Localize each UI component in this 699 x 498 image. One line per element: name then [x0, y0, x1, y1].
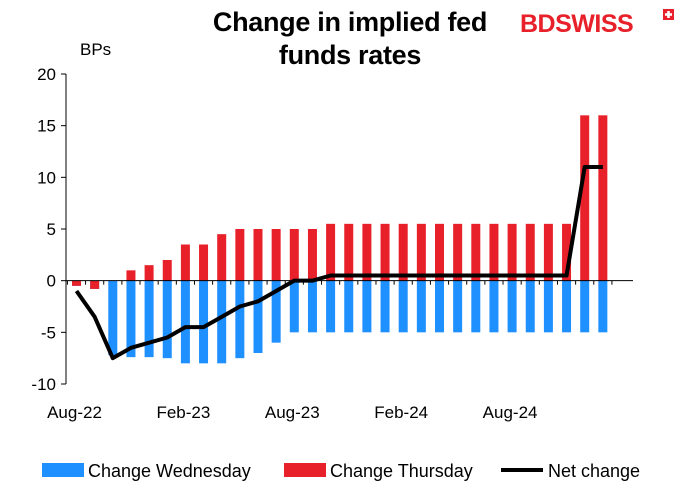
bar-change-thursday: [253, 229, 263, 281]
bar-change-wednesday: [180, 280, 190, 364]
bar-change-thursday: [289, 229, 299, 281]
y-tick-label: -10: [31, 375, 56, 394]
bar-change-wednesday: [380, 280, 390, 333]
logo-bold-text: BD: [520, 10, 555, 37]
bar-change-wednesday: [471, 280, 481, 333]
bar-change-wednesday: [362, 280, 372, 333]
bar-change-thursday: [217, 234, 227, 281]
bar-change-thursday: [180, 244, 190, 281]
bar-change-thursday: [416, 223, 426, 281]
svg-text:BDSWISS: BDSWISS: [520, 10, 633, 37]
y-tick-label: 5: [47, 220, 56, 239]
x-tick-label: Feb-23: [156, 403, 210, 422]
bar-change-wednesday: [307, 280, 317, 333]
bar-change-thursday: [380, 223, 390, 281]
bar-change-thursday: [471, 223, 481, 281]
bar-change-wednesday: [398, 280, 408, 333]
bar-change-thursday: [543, 223, 553, 281]
bar-change-thursday: [307, 229, 317, 281]
bar-change-wednesday: [108, 280, 118, 356]
bar-change-wednesday: [344, 280, 354, 333]
bar-change-wednesday: [162, 280, 172, 359]
y-tick-label: 20: [37, 65, 56, 84]
bar-change-wednesday: [453, 280, 463, 333]
bar-change-wednesday: [416, 280, 426, 333]
y-axis-label: BPs: [80, 40, 111, 59]
y-tick-label: -5: [41, 323, 56, 342]
bar-change-wednesday: [271, 280, 281, 343]
legend-label: Change Thursday: [330, 461, 473, 481]
bar-change-wednesday: [543, 280, 553, 333]
x-tick-label: Aug-23: [265, 403, 320, 422]
bdswiss-logo: BDSWISS: [520, 9, 674, 37]
y-tick-label: 15: [37, 117, 56, 136]
bar-change-thursday: [398, 223, 408, 281]
bar-change-thursday: [326, 223, 336, 281]
bar-change-thursday: [162, 260, 172, 281]
bar-change-thursday: [489, 223, 499, 281]
bar-change-wednesday: [144, 280, 154, 358]
bar-change-thursday: [126, 270, 136, 281]
bar-change-wednesday: [235, 280, 245, 359]
bar-change-thursday: [72, 280, 81, 286]
bar-change-thursday: [580, 115, 590, 281]
chart-title-line-1: Change in implied fed: [212, 7, 488, 37]
bar-change-thursday: [362, 223, 372, 281]
bar-change-thursday: [507, 223, 517, 281]
net-change-line: [74, 165, 603, 361]
bar-change-thursday: [525, 223, 535, 281]
logo-rest-text: SWISS: [555, 10, 633, 37]
legend-swatch: [284, 463, 326, 477]
bars-group: [72, 115, 608, 364]
net-change-line-group: [74, 165, 603, 361]
chart-title: Change in implied fed funds rates: [150, 6, 550, 72]
x-tick-label: Feb-24: [374, 403, 428, 422]
legend: Change Wednesday Change Thursday Net chang…: [42, 461, 640, 481]
bar-change-thursday: [271, 229, 281, 281]
bar-change-wednesday: [126, 280, 136, 358]
legend-swatch: [42, 463, 84, 477]
x-axis-ticks: Aug-22 Feb-23 Aug-23 Feb-24 Aug-24: [47, 403, 537, 422]
bar-change-thursday: [435, 223, 444, 281]
bar-change-wednesday: [562, 280, 572, 333]
chart-title-line-2: funds rates: [278, 40, 422, 70]
bar-change-wednesday: [525, 280, 535, 333]
legend-label: Net change: [548, 461, 640, 481]
bar-change-wednesday: [580, 280, 590, 333]
bar-change-wednesday: [253, 280, 263, 353]
bar-change-thursday: [90, 280, 100, 289]
bar-change-wednesday: [435, 280, 444, 333]
bar-change-thursday: [598, 115, 608, 281]
bar-change-wednesday: [217, 280, 227, 364]
legend-label: Change Wednesday: [88, 461, 251, 481]
bar-change-thursday: [144, 265, 154, 281]
y-axis-ticks: 20 15 10 5 0 -5 -10: [31, 65, 66, 394]
bar-change-thursday: [562, 223, 572, 281]
x-tick-label: Aug-22: [47, 403, 102, 422]
bar-change-thursday: [453, 223, 463, 281]
bar-change-wednesday: [489, 280, 499, 333]
y-tick-label: 0: [47, 272, 56, 291]
y-tick-label: 10: [37, 168, 56, 187]
bar-change-wednesday: [289, 280, 299, 333]
bar-change-wednesday: [326, 280, 336, 333]
bar-change-wednesday: [507, 280, 517, 333]
logo-swiss-cross-icon: [663, 9, 674, 20]
x-tick-label: Aug-24: [483, 403, 538, 422]
bar-change-wednesday: [199, 280, 209, 364]
axes-group: [65, 74, 633, 384]
bar-change-thursday: [235, 229, 245, 281]
bar-change-wednesday: [598, 280, 608, 333]
bar-change-thursday: [344, 223, 354, 281]
bar-change-thursday: [199, 244, 209, 281]
